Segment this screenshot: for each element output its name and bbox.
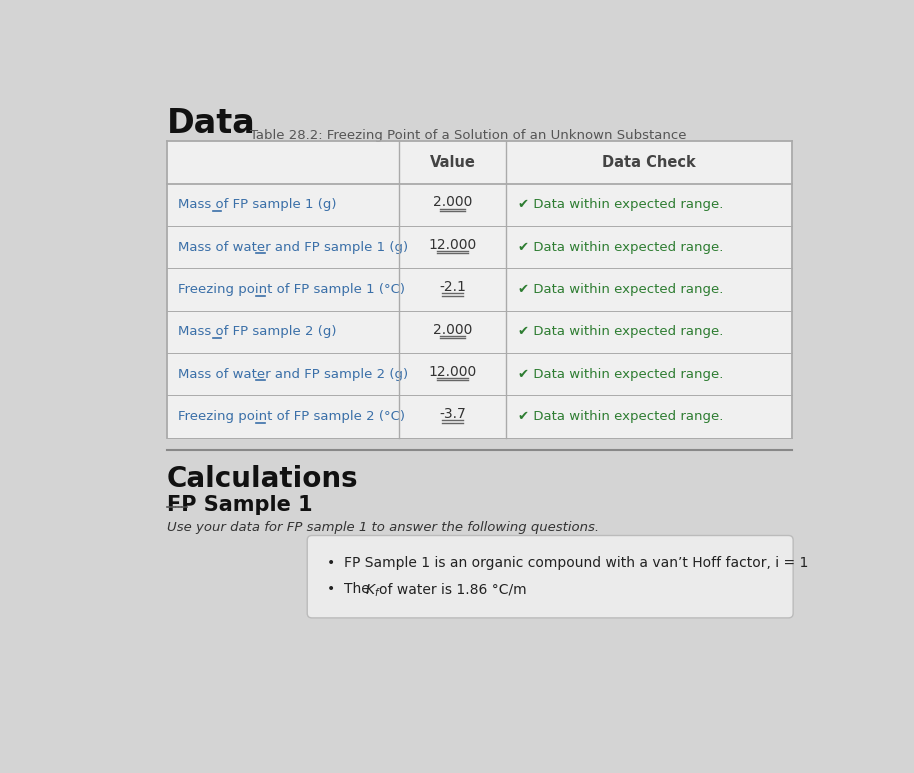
Text: Mass of water and FP sample 2 (g): Mass of water and FP sample 2 (g): [178, 368, 408, 380]
Text: 2.000: 2.000: [433, 196, 473, 209]
Text: •  FP Sample 1 is an organic compound with a van’t Hoff factor, i = 1: • FP Sample 1 is an organic compound wit…: [327, 556, 809, 570]
Bar: [167, 141, 792, 438]
Text: Data: Data: [167, 107, 256, 140]
Text: of water is 1.86 °C/m: of water is 1.86 °C/m: [378, 583, 526, 597]
Text: ✔ Data within expected range.: ✔ Data within expected range.: [518, 283, 723, 296]
Text: Freezing point of FP sample 2 (°C): Freezing point of FP sample 2 (°C): [178, 410, 405, 423]
Text: ✔ Data within expected range.: ✔ Data within expected range.: [518, 410, 723, 423]
Text: Freezing point of FP sample 1 (°C): Freezing point of FP sample 1 (°C): [178, 283, 405, 296]
Text: $K_f$: $K_f$: [365, 583, 380, 599]
Text: ✔ Data within expected range.: ✔ Data within expected range.: [518, 199, 723, 211]
Text: 2.000: 2.000: [433, 322, 473, 336]
Text: FP Sample 1: FP Sample 1: [167, 495, 313, 515]
Text: Mass of water and FP sample 1 (g): Mass of water and FP sample 1 (g): [178, 240, 408, 254]
Text: •  The: • The: [327, 583, 375, 597]
Text: Calculations: Calculations: [167, 465, 358, 493]
Text: Value: Value: [430, 155, 475, 170]
Text: -2.1: -2.1: [439, 280, 466, 295]
Text: ✔ Data within expected range.: ✔ Data within expected range.: [518, 368, 723, 380]
Text: -3.7: -3.7: [439, 407, 466, 421]
FancyBboxPatch shape: [307, 536, 793, 618]
Text: 12.000: 12.000: [429, 238, 477, 252]
Text: Use your data for FP sample 1 to answer the following questions.: Use your data for FP sample 1 to answer …: [167, 521, 599, 534]
Text: Mass of FP sample 2 (g): Mass of FP sample 2 (g): [178, 325, 336, 339]
Text: Table 28.2: Freezing Point of a Solution of an Unknown Substance: Table 28.2: Freezing Point of a Solution…: [250, 129, 686, 142]
Text: ✔ Data within expected range.: ✔ Data within expected range.: [518, 240, 723, 254]
Text: ✔ Data within expected range.: ✔ Data within expected range.: [518, 325, 723, 339]
Text: 12.000: 12.000: [429, 365, 477, 379]
Text: Data Check: Data Check: [602, 155, 696, 170]
Text: Mass of FP sample 1 (g): Mass of FP sample 1 (g): [178, 199, 336, 211]
